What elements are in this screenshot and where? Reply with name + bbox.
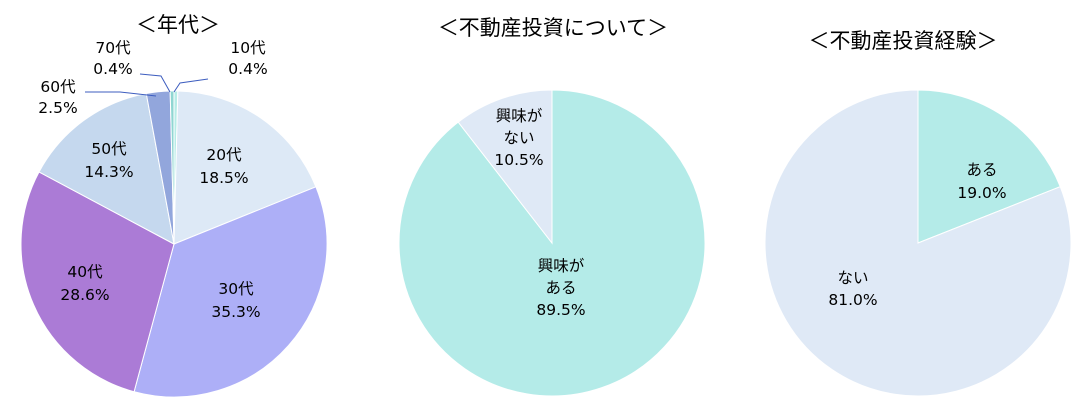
slice-label-interested-name-2: ある — [545, 279, 576, 297]
pie-slice-2-1 — [764, 89, 1072, 397]
slice-label-70s-name: 70代 — [95, 39, 131, 57]
slice-label-20s: 20代 18.5% — [199, 146, 248, 187]
slice-label-50s: 50代 14.3% — [84, 140, 133, 181]
slice-label-60s-name: 60代 — [40, 78, 76, 96]
slice-label-50s-name: 50代 — [91, 140, 127, 158]
experience-pie-chart: ＜不動産投資経験＞ ある 19.0% ない 81.0% — [764, 29, 1072, 397]
slice-label-30s-value: 35.3% — [211, 303, 260, 321]
slice-label-30s: 30代 35.3% — [211, 280, 260, 321]
age-chart-title: ＜年代＞ — [136, 13, 220, 37]
slice-label-40s: 40代 28.6% — [60, 263, 109, 304]
slice-label-70s: 70代 0.4% — [93, 39, 132, 78]
pie-slice-0-4 — [38, 92, 175, 245]
slice-label-not-interested-value: 10.5% — [494, 151, 543, 169]
slice-label-20s-value: 18.5% — [199, 169, 248, 187]
age-leader-lines — [85, 73, 209, 97]
interest-pie-chart: ＜不動産投資について＞ 興味が ある 89.5% 興味が ない 10.5% — [398, 16, 706, 397]
slice-label-50s-value: 14.3% — [84, 163, 133, 181]
pie-slice-0-6 — [169, 90, 175, 245]
pie-slice-1-1 — [457, 89, 553, 245]
slice-label-70s-value: 0.4% — [93, 60, 132, 78]
slice-label-no-value: 81.0% — [828, 291, 877, 309]
slice-label-yes-value: 19.0% — [957, 184, 1006, 202]
slice-label-yes-name: ある — [966, 161, 997, 179]
interest-pie-slices — [398, 89, 706, 397]
slice-label-60s-value: 2.5% — [38, 99, 77, 117]
slice-label-60s: 60代 2.5% — [38, 78, 77, 117]
slice-label-interested-name: 興味が — [538, 257, 585, 275]
pie-slice-0-3 — [20, 171, 175, 393]
slice-label-20s-name: 20代 — [206, 146, 242, 164]
slice-label-no: ない 81.0% — [828, 269, 877, 309]
age-pie-chart: ＜年代＞ 10代 0.4% 20代 18.5% 30代 35.3% 40代 28… — [20, 13, 328, 398]
slice-label-30s-name: 30代 — [218, 280, 254, 298]
pie-slice-0-1 — [173, 90, 317, 245]
pie-slice-2-0 — [917, 89, 1061, 244]
slice-label-not-interested-name-2: ない — [503, 129, 534, 147]
slice-label-not-interested-name: 興味が — [496, 107, 543, 125]
slice-label-no-name: ない — [837, 269, 868, 287]
experience-pie-slices — [764, 89, 1072, 397]
slice-label-interested: 興味が ある 89.5% — [536, 257, 585, 319]
interest-chart-title: ＜不動産投資について＞ — [438, 16, 668, 40]
slice-label-10s: 10代 0.4% — [228, 39, 267, 78]
slice-label-not-interested: 興味が ない 10.5% — [494, 107, 543, 169]
slice-label-10s-name: 10代 — [230, 39, 266, 57]
slice-label-yes: ある 19.0% — [957, 161, 1006, 202]
slice-label-10s-value: 0.4% — [228, 60, 267, 78]
slice-label-interested-value: 89.5% — [536, 301, 585, 319]
experience-chart-title: ＜不動産投資経験＞ — [809, 29, 998, 53]
pie-slice-0-2 — [133, 186, 328, 398]
slice-label-40s-name: 40代 — [67, 263, 103, 281]
age-pie-slices — [20, 90, 328, 398]
slice-label-40s-value: 28.6% — [60, 286, 109, 304]
